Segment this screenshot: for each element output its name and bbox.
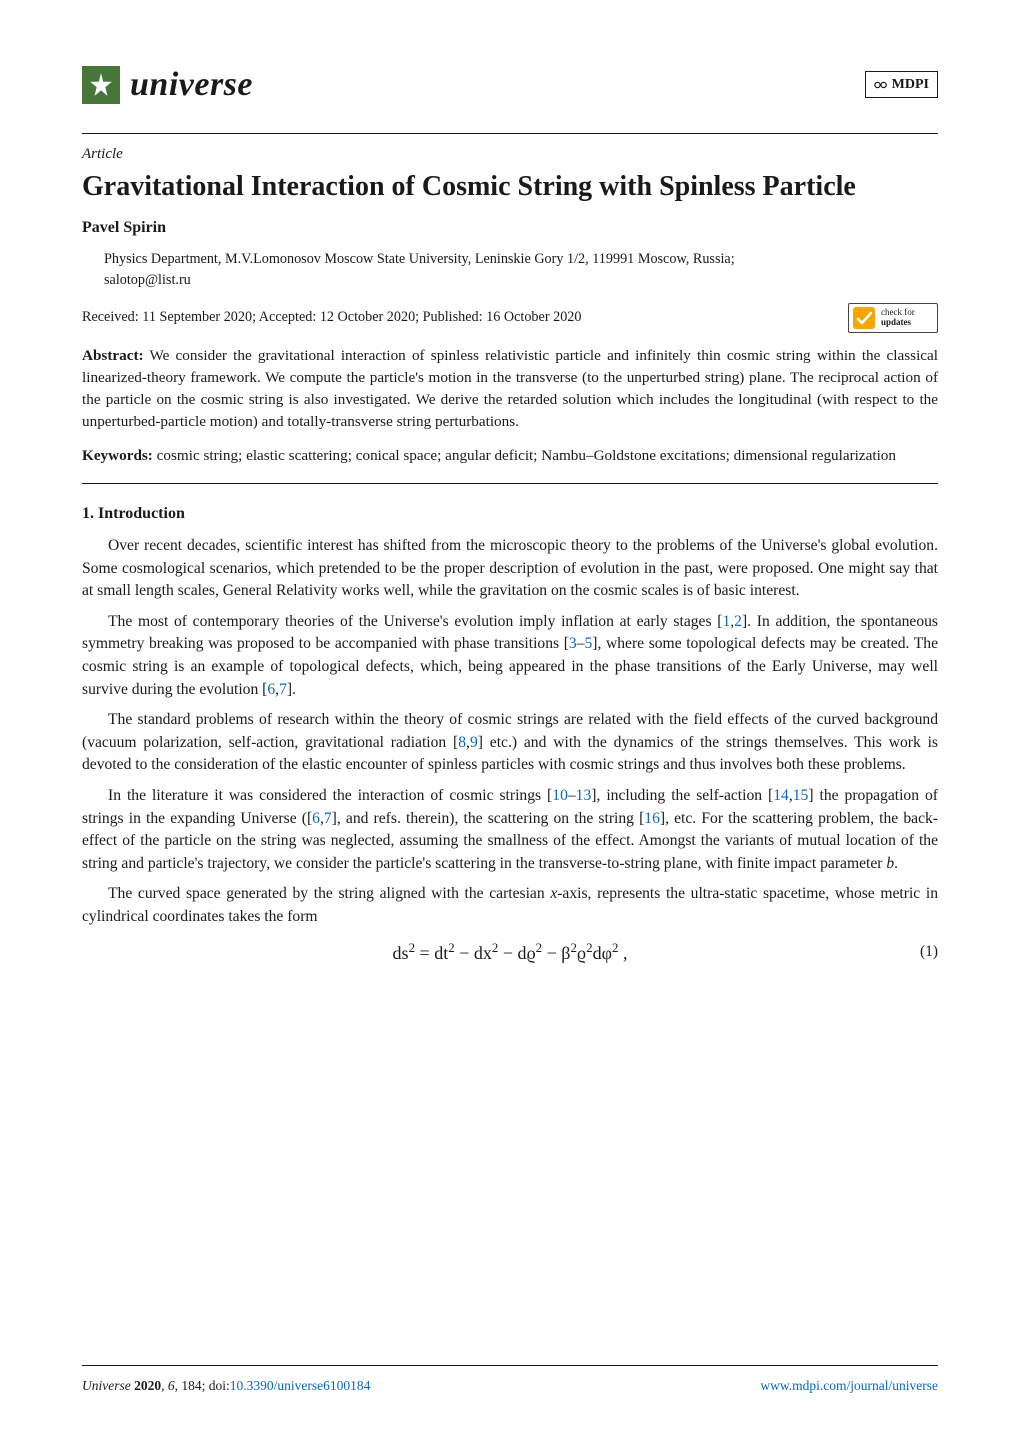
affiliation-line-1: Physics Department, M.V.Lomonosov Moscow… [104, 251, 735, 267]
dates-row: Received: 11 September 2020; Accepted: 1… [82, 303, 938, 333]
citation-link[interactable]: 16 [644, 810, 660, 827]
abstract-text: We consider the gravitational interactio… [82, 347, 938, 430]
keywords-rule [82, 483, 938, 484]
section-heading-1: 1. Introduction [82, 502, 938, 525]
paragraph-3: The standard problems of research within… [82, 709, 938, 777]
check-for-updates-badge[interactable]: check for updates [848, 303, 938, 333]
footer-journal: Universe [82, 1378, 134, 1393]
journal-logo-icon [82, 66, 120, 104]
body-text: Over recent decades, scientific interest… [82, 535, 938, 966]
affiliation: Physics Department, M.V.Lomonosov Moscow… [104, 249, 938, 290]
check-for-updates-icon [853, 307, 875, 329]
keywords-block: Keywords: cosmic string; elastic scatter… [82, 445, 938, 467]
publisher-badge-label: MDPI [892, 75, 929, 95]
author-name: Pavel Spirin [82, 216, 938, 239]
citation-link[interactable]: 9 [470, 734, 478, 751]
footer-left: Universe 2020, 6, 184; doi:10.3390/unive… [82, 1376, 370, 1396]
keywords-label: Keywords: [82, 447, 153, 464]
page: universe MDPI Article Gravitational Inte… [0, 0, 1020, 1442]
abstract-block: Abstract: We consider the gravitational … [82, 345, 938, 433]
citation-link[interactable]: 2 [734, 613, 742, 630]
footer-citation: , 6 [161, 1378, 175, 1393]
citation-link[interactable]: 10 [552, 787, 568, 804]
dates: Received: 11 September 2020; Accepted: 1… [82, 307, 581, 328]
footer-year: 2020 [134, 1378, 161, 1393]
equation-1-number: (1) [920, 941, 938, 963]
affiliation-line-2: salotop@list.ru [104, 272, 191, 288]
equation-1-body: ds2 = dt2 − dx2 − dϱ2 − β2ϱ2dφ2 , [393, 939, 628, 966]
paragraph-5: The curved space generated by the string… [82, 883, 938, 928]
paragraph-1: Over recent decades, scientific interest… [82, 535, 938, 603]
journal-logo: universe [82, 60, 253, 109]
citation-link[interactable]: 7 [279, 681, 287, 698]
header-row: universe MDPI [82, 60, 938, 109]
citation-link[interactable]: 6 [267, 681, 275, 698]
citation-link[interactable]: 15 [793, 787, 809, 804]
citation-link[interactable]: 14 [773, 787, 789, 804]
footer-doi: , 184; doi: [175, 1378, 230, 1393]
header-rule [82, 133, 938, 134]
citation-link[interactable]: 13 [576, 787, 592, 804]
citation-link[interactable]: 3 [569, 635, 577, 652]
abstract-label: Abstract: [82, 347, 144, 364]
footer-row: Universe 2020, 6, 184; doi:10.3390/unive… [82, 1376, 938, 1396]
article-label: Article [82, 144, 938, 166]
keywords-text: cosmic string; elastic scattering; conic… [157, 447, 896, 464]
journal-name: universe [130, 60, 253, 109]
article-title: Gravitational Interaction of Cosmic Stri… [82, 170, 938, 204]
footer-rule [82, 1365, 938, 1366]
check-for-updates-label: check for updates [881, 308, 915, 327]
paragraph-2: The most of contemporary theories of the… [82, 611, 938, 701]
footer-right: www.mdpi.com/journal/universe [760, 1376, 938, 1396]
citation-link[interactable]: 6 [312, 810, 320, 827]
doi-link[interactable]: 10.3390/universe6100184 [230, 1378, 371, 1393]
publisher-badge: MDPI [865, 71, 938, 98]
journal-url-link[interactable]: www.mdpi.com/journal/universe [760, 1378, 938, 1393]
citation-link[interactable]: 7 [324, 810, 332, 827]
paragraph-4: In the literature it was considered the … [82, 785, 938, 875]
mdpi-icon [874, 78, 888, 92]
citation-link[interactable]: 8 [458, 734, 466, 751]
equation-1: ds2 = dt2 − dx2 − dϱ2 − β2ϱ2dφ2 , (1) [82, 939, 938, 966]
